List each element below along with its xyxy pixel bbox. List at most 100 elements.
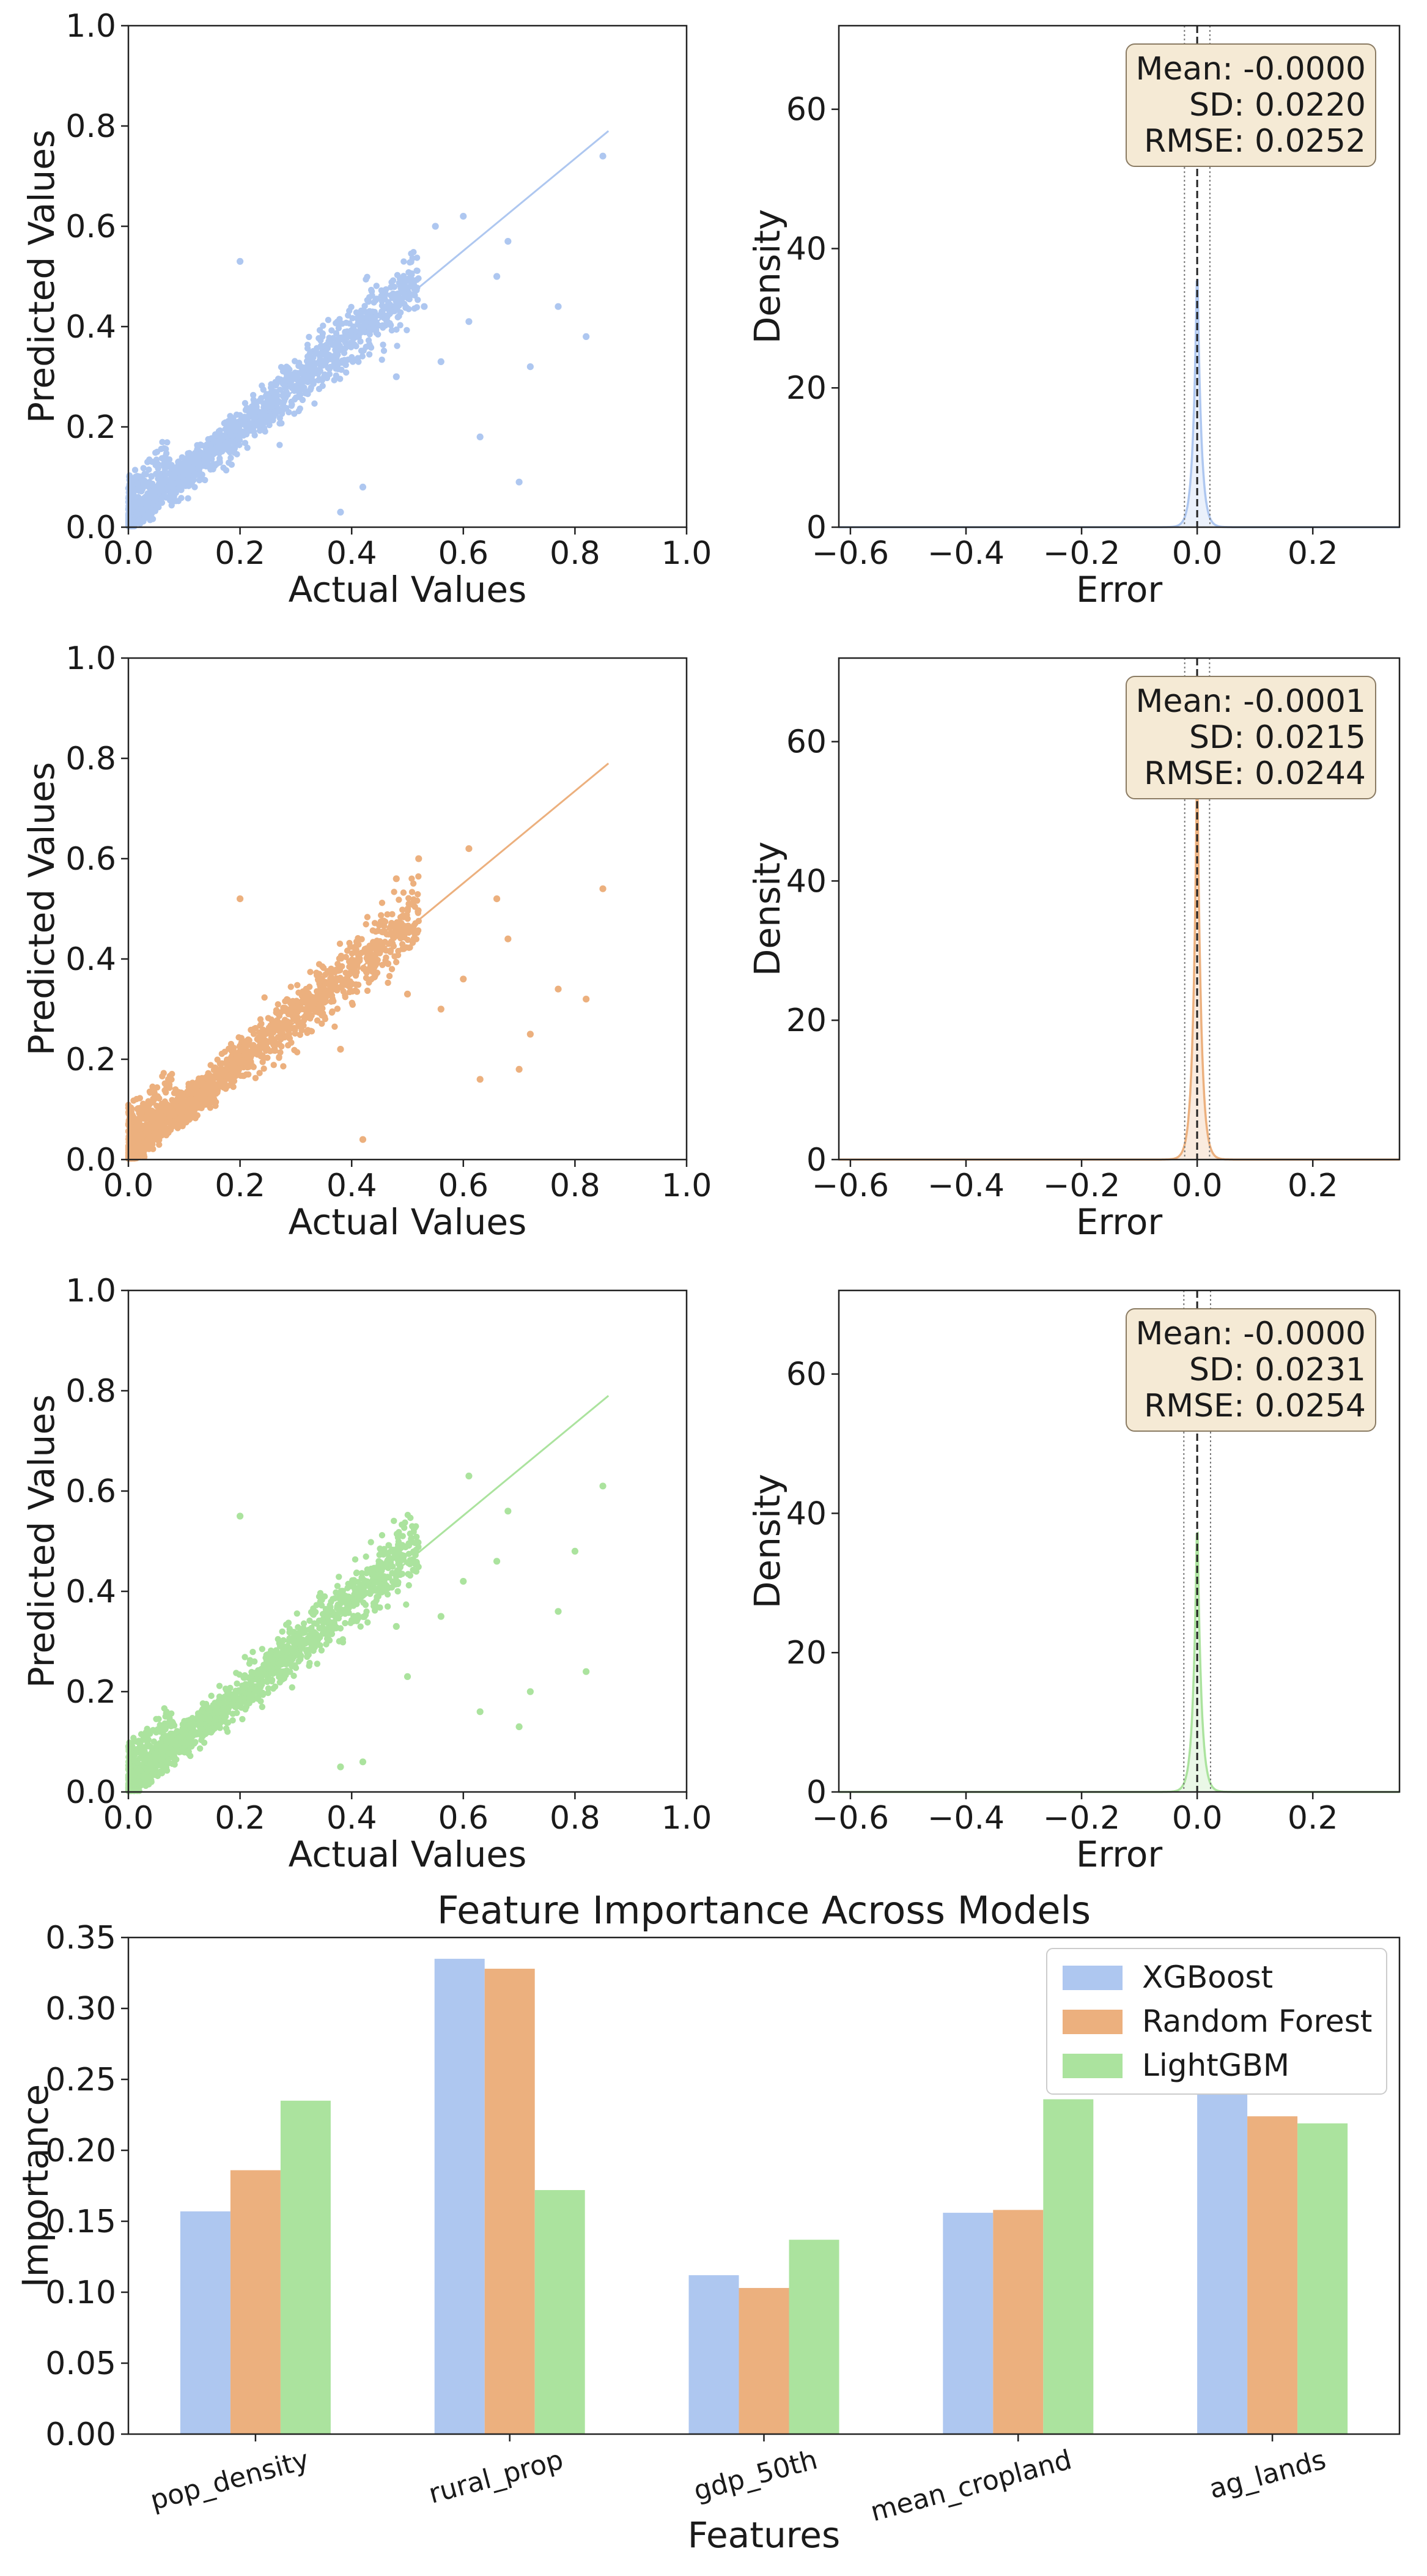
scatter-point bbox=[320, 964, 327, 971]
scatter-point bbox=[389, 1578, 396, 1585]
scatter-point bbox=[215, 1722, 222, 1730]
scatter-point bbox=[261, 994, 268, 1001]
scatter-point bbox=[191, 457, 198, 464]
y-tick-label: 0.8 bbox=[65, 108, 116, 145]
scatter-point bbox=[583, 1668, 590, 1675]
scatter-point bbox=[359, 1758, 367, 1766]
scatter-point bbox=[363, 1608, 370, 1615]
stats-mean: Mean: -0.0001 bbox=[1136, 683, 1366, 720]
kde-panel-0: −0.6 −0.4 −0.2 0.0 0.20204060ErrorDensityMea… bbox=[747, 24, 1401, 610]
scatter-point bbox=[312, 360, 319, 367]
scatter-point bbox=[297, 1004, 304, 1011]
scatter-point bbox=[350, 1613, 357, 1619]
scatter-point bbox=[349, 357, 356, 363]
scatter-point bbox=[306, 1660, 313, 1667]
scatter-point bbox=[386, 972, 393, 980]
scatter-point bbox=[365, 966, 372, 972]
scatter-point bbox=[275, 1019, 282, 1026]
scatter-point bbox=[380, 1573, 388, 1580]
scatter-point bbox=[135, 1132, 142, 1139]
scatter-point bbox=[128, 1136, 135, 1144]
scatter-point bbox=[300, 1629, 306, 1637]
scatter-point bbox=[287, 1005, 293, 1013]
scatter-point bbox=[186, 1090, 193, 1097]
scatter-point bbox=[350, 944, 358, 951]
scatter-point bbox=[408, 259, 415, 265]
scatter-point bbox=[158, 1105, 165, 1111]
scatter-point bbox=[399, 941, 406, 948]
scatter-point bbox=[242, 1654, 248, 1660]
scatter-point bbox=[363, 276, 369, 283]
scatter-point bbox=[358, 1588, 365, 1595]
scatter-point bbox=[351, 1585, 358, 1592]
scatter-point bbox=[366, 979, 372, 986]
scatter-point bbox=[154, 1111, 161, 1118]
scatter-point bbox=[238, 1060, 246, 1067]
scatter-point bbox=[361, 1613, 368, 1620]
scatter-point bbox=[413, 304, 421, 311]
scatter-point bbox=[265, 415, 272, 421]
scatter-point bbox=[129, 519, 136, 526]
scatter-point bbox=[276, 420, 283, 427]
scatter-point bbox=[215, 442, 222, 449]
scatter-point bbox=[162, 1726, 169, 1733]
scatter-point bbox=[222, 419, 229, 426]
scatter-point bbox=[134, 480, 141, 487]
scatter-point bbox=[289, 1025, 297, 1032]
scatter-point bbox=[199, 1714, 206, 1722]
scatter-point bbox=[313, 972, 320, 979]
scatter-point bbox=[286, 409, 292, 416]
scatter-point bbox=[348, 999, 355, 1007]
scatter-point bbox=[391, 283, 398, 291]
scatter-point bbox=[384, 911, 391, 918]
scatter-point bbox=[363, 1553, 369, 1560]
scatter-point bbox=[279, 402, 287, 409]
scatter-point bbox=[340, 988, 347, 995]
scatter-point bbox=[282, 998, 289, 1005]
scatter-point bbox=[325, 365, 331, 371]
scatter-point bbox=[163, 450, 170, 457]
scatter-point bbox=[339, 357, 345, 364]
scatter-panel-0: 0.0 0.2 0.4 0.6 0.8 1.00.00.20.40.60.81.0Actu… bbox=[21, 8, 712, 610]
scatter-point bbox=[360, 1599, 367, 1606]
scatter-point bbox=[238, 1035, 245, 1042]
scatter-point bbox=[360, 948, 367, 955]
scatter-point bbox=[396, 1528, 402, 1536]
scatter-point bbox=[262, 1037, 269, 1044]
scatter-point bbox=[142, 1765, 150, 1772]
scatter-point bbox=[144, 459, 151, 465]
x-tick-label: −0.2 bbox=[1043, 1168, 1120, 1204]
scatter-point bbox=[149, 516, 157, 522]
scatter-point bbox=[234, 451, 240, 457]
scatter-points bbox=[125, 152, 607, 530]
scatter-point bbox=[166, 1073, 174, 1079]
scatter-point bbox=[306, 333, 312, 341]
scatter-point bbox=[139, 484, 146, 492]
scatter-point bbox=[292, 1030, 298, 1037]
scatter-point bbox=[404, 911, 410, 919]
scatter-point bbox=[234, 1680, 240, 1687]
scatter-point bbox=[153, 1715, 160, 1723]
scatter-point bbox=[275, 376, 282, 382]
scatter-point bbox=[339, 1636, 346, 1643]
scatter-point bbox=[313, 1620, 320, 1627]
scatter-point bbox=[437, 1613, 444, 1620]
y-tick-label: 0.2 bbox=[65, 409, 116, 446]
scatter-point bbox=[230, 1078, 238, 1084]
scatter-point bbox=[224, 1728, 231, 1735]
scatter-point bbox=[216, 457, 223, 464]
scatter-point bbox=[388, 966, 396, 972]
x-tick-label: −0.4 bbox=[927, 535, 1005, 572]
scatter-point bbox=[316, 987, 323, 994]
scatter-point bbox=[369, 927, 376, 934]
y-tick-label: 0.6 bbox=[65, 841, 116, 878]
scatter-point bbox=[476, 1708, 484, 1715]
scatter-point bbox=[393, 1623, 400, 1630]
scatter-point bbox=[295, 363, 302, 369]
scatter-point bbox=[358, 347, 365, 354]
scatter-point bbox=[227, 454, 234, 461]
scatter-point bbox=[198, 450, 205, 456]
scatter-point bbox=[361, 303, 368, 309]
scatter-point bbox=[161, 445, 168, 452]
y-tick-label: 60 bbox=[786, 92, 827, 128]
